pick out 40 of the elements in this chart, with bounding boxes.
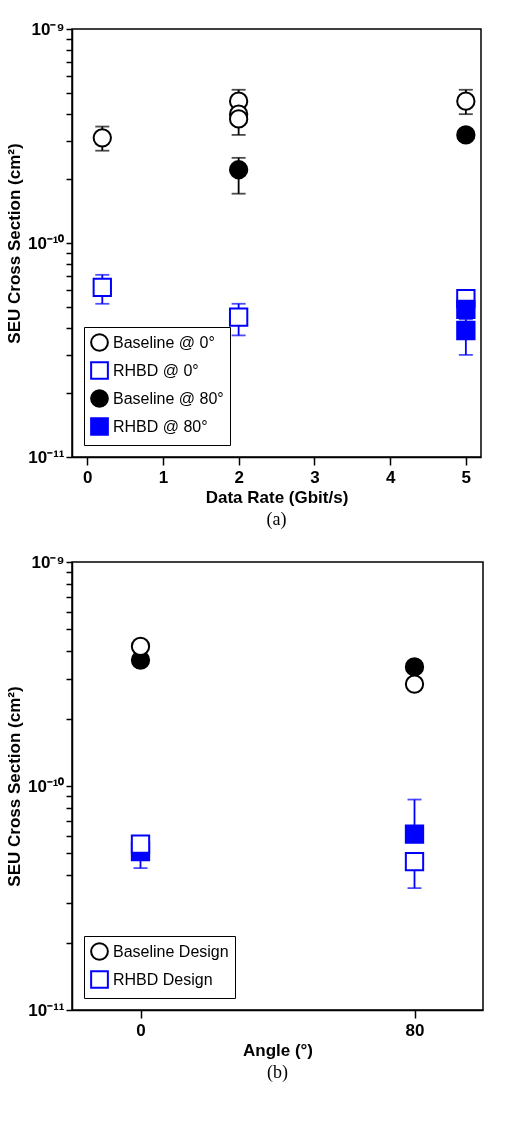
x-tick-label: 3 — [310, 467, 320, 487]
text: (a) — [266, 509, 287, 530]
y-tick-label: 10⁻¹⁰ — [27, 776, 65, 796]
legend-label: RHBD @ 80° — [113, 417, 208, 435]
point — [92, 277, 112, 298]
y-axis-title: SEU Cross Section (cm²) — [4, 686, 24, 887]
y-axis-title: SEU Cross Section (cm²) — [4, 143, 24, 344]
point — [404, 674, 425, 694]
point — [456, 320, 476, 341]
x-tick-label: 0 — [136, 1020, 146, 1040]
legend-label: RHBD Design — [113, 970, 213, 988]
legend-label: Baseline @ 80° — [113, 389, 224, 407]
x-axis-title: Data Rate (Gbit/s) — [205, 487, 349, 507]
x-tick-label: 2 — [234, 467, 244, 487]
legend-label: RHBD @ 0° — [113, 361, 199, 379]
y-tick-label: 10⁻¹¹ — [28, 1000, 65, 1020]
y-tick-label: 10⁻¹⁰ — [27, 233, 65, 253]
point — [456, 91, 476, 111]
x-tick-label: 4 — [385, 467, 396, 487]
y-tick-label: 10⁻¹¹ — [28, 447, 65, 467]
point — [456, 125, 476, 145]
text: (b) — [267, 1062, 288, 1083]
point — [228, 307, 249, 327]
y-tick-label: 10⁻⁹ — [31, 552, 65, 572]
x-axis-title: Angle (°) — [242, 1040, 314, 1060]
point — [130, 636, 151, 657]
y-tick-label: 10⁻⁹ — [31, 19, 65, 39]
point — [404, 824, 425, 844]
x-tick-label: 80 — [405, 1020, 425, 1040]
x-tick-label: 0 — [82, 467, 93, 487]
point — [228, 160, 249, 180]
point — [404, 851, 425, 872]
point — [456, 299, 476, 319]
point — [228, 109, 249, 129]
x-tick-label: 5 — [461, 467, 472, 487]
x-tick-label: 1 — [158, 467, 169, 487]
legend-label: Baseline Design — [113, 942, 229, 960]
point — [404, 657, 425, 677]
legend-label: Baseline @ 0° — [113, 333, 215, 351]
point — [130, 834, 151, 854]
